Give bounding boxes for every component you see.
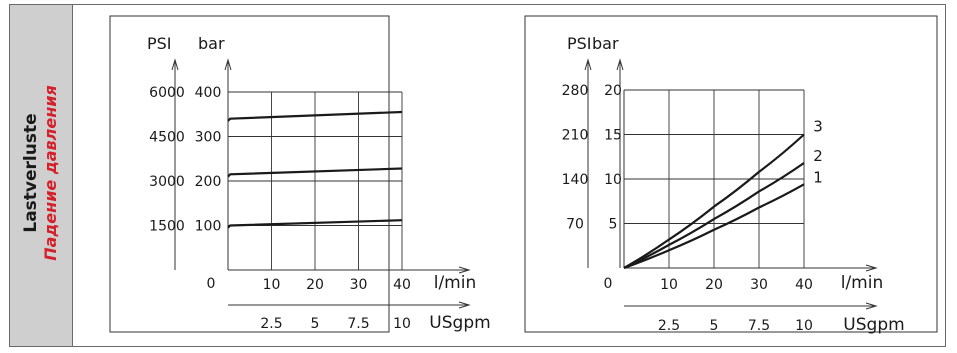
chart2-bar-axis-arrow xyxy=(616,58,624,71)
chart2-series-label: 3 xyxy=(813,118,823,136)
chart1-x-tick-label: 20 xyxy=(306,277,324,293)
chart2-x-secondary-axis-arrow xyxy=(865,302,878,310)
chart2-x-secondary-tick-label: 7.5 xyxy=(748,318,770,334)
chart1-psi-tick-label: 3000 xyxy=(149,174,185,190)
chart2-x-axis-arrow xyxy=(865,264,878,272)
chart1-origin-label: 0 xyxy=(207,276,216,292)
chart2-x-tick-label: 20 xyxy=(705,277,723,293)
sidebar: Lastverluste Падение давления xyxy=(10,5,73,346)
chart2-x-secondary-tick-label: 10 xyxy=(795,318,813,334)
chart1-x-secondary-tick-label: 10 xyxy=(393,316,411,332)
chart1-bar-tick-label: 400 xyxy=(195,85,222,101)
chart1-bar-axis-arrow xyxy=(224,58,232,71)
chart2-psi-tick-label: 210 xyxy=(562,128,589,144)
chart2-series-label: 2 xyxy=(813,147,823,165)
chart1-xlabel-primary: l/min xyxy=(434,273,477,293)
chart2-xlabel-primary: l/min xyxy=(841,273,884,293)
chart1-x-secondary-tick-label: 7.5 xyxy=(347,316,369,332)
chart2-bar-tick-label: 20 xyxy=(604,83,622,99)
chart1-series-line xyxy=(227,110,403,122)
chart1-psi-tick-label: 4500 xyxy=(149,130,185,146)
chart1-x-tick-label: 10 xyxy=(263,277,281,293)
chart2-psi-tick-label: 140 xyxy=(562,172,589,188)
chart2-xlabel-secondary: USgpm xyxy=(843,315,904,335)
chart1-bar-tick-label: 200 xyxy=(195,174,222,190)
chart1-series-line xyxy=(227,219,403,229)
chart2-frame xyxy=(524,15,938,333)
chart2-x-secondary-tick-label: 2.5 xyxy=(658,318,680,334)
chart1-x-tick-label: 30 xyxy=(350,277,368,293)
chart1-bar-tick-label: 300 xyxy=(195,130,222,146)
chart2-series-line xyxy=(623,133,805,269)
chart1-ylabel-bar: bar xyxy=(198,34,225,53)
chart2-origin-label: 0 xyxy=(604,276,613,292)
chart1-x-axis-arrow xyxy=(458,266,471,274)
chart2-x-tick-label: 30 xyxy=(750,277,768,293)
chart2-x-secondary-tick-label: 5 xyxy=(710,318,719,334)
chart1-series-line xyxy=(227,167,403,178)
chart1-x-tick-label: 40 xyxy=(393,277,411,293)
chart2-bar-tick-label: 5 xyxy=(609,217,618,233)
chart2-x-tick-label: 40 xyxy=(795,277,813,293)
chart2-psi-tick-label: 70 xyxy=(566,217,584,233)
chart1-bar-tick-label: 100 xyxy=(195,219,222,235)
chart1-x-secondary-tick-label: 5 xyxy=(311,316,320,332)
chart1-ylabel-psi: PSI xyxy=(147,34,172,53)
figure-frame: Lastverluste Падение давления xyxy=(9,4,946,347)
chart2-psi-tick-label: 280 xyxy=(562,83,589,99)
chart2-ylabel-psi: PSI xyxy=(567,34,592,53)
chart1-psi-tick-label: 1500 xyxy=(149,219,185,235)
chart1-frame xyxy=(109,15,390,333)
chart2-bar-tick-label: 10 xyxy=(604,172,622,188)
chart1-psi-tick-label: 6000 xyxy=(149,85,185,101)
chart2-ylabel-bar: bar xyxy=(592,34,619,53)
chart2-psi-axis-arrow xyxy=(584,58,592,71)
chart2-bar-tick-label: 15 xyxy=(604,128,622,144)
chart2-series-line xyxy=(623,183,805,270)
chart1-psi-axis-arrow xyxy=(171,58,179,71)
chart1-x-secondary-tick-label: 2.5 xyxy=(260,316,282,332)
chart2-series-line xyxy=(623,162,805,269)
chart2-x-tick-label: 10 xyxy=(660,277,678,293)
chart1-xlabel-secondary: USgpm xyxy=(429,313,490,333)
chart2-series-label: 1 xyxy=(813,168,823,186)
chart1-x-secondary-axis-arrow xyxy=(458,301,471,309)
